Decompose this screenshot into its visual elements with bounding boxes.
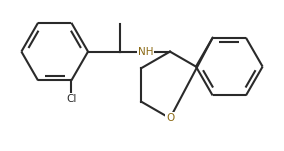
Text: NH: NH (137, 47, 153, 57)
Text: O: O (166, 113, 174, 123)
Text: Cl: Cl (66, 94, 77, 104)
